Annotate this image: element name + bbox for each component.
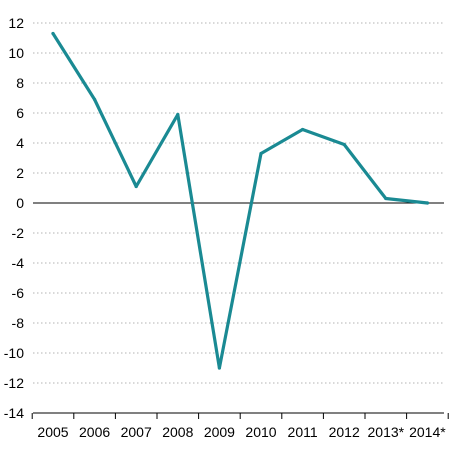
- data-point: [217, 366, 221, 370]
- x-tick-label: 2012: [329, 424, 360, 440]
- data-point: [93, 97, 97, 102]
- x-tick-label: 2007: [121, 424, 152, 440]
- x-tick-label: 2005: [37, 424, 68, 440]
- x-axis-tick-labels: 2005 2006 2007 2008 2009 2010 2011 2012 2013* 201…: [37, 424, 446, 440]
- data-point: [425, 201, 429, 205]
- data-point: [51, 31, 55, 36]
- data-point: [176, 112, 180, 117]
- data-point: [342, 142, 346, 147]
- series-line: [51, 31, 429, 370]
- data-point: [384, 196, 388, 201]
- x-tick-label: 2009: [204, 424, 235, 440]
- x-tick-label: 2014*: [409, 424, 446, 440]
- y-axis-tick-labels: 12 10 8 6 4 2 0 -2 -4 -6 -8 -10 -12 -14: [4, 15, 24, 421]
- y-tick-label: -8: [12, 315, 25, 331]
- series: [51, 31, 429, 370]
- y-tick-label: -14: [4, 405, 24, 421]
- x-tick-label: 2008: [162, 424, 193, 440]
- x-tick-label: 2006: [79, 424, 110, 440]
- y-tick-label: 8: [16, 75, 24, 91]
- y-tick-label: -4: [12, 255, 25, 271]
- y-tick-label: 2: [16, 165, 24, 181]
- axes: [31, 202, 449, 419]
- x-tick-label: 2013*: [368, 424, 405, 440]
- y-tick-label: -6: [12, 285, 25, 301]
- data-point: [134, 184, 138, 189]
- y-tick-label: -12: [4, 375, 24, 391]
- y-tick-label: 6: [16, 105, 24, 121]
- x-tick-label: 2011: [288, 424, 318, 440]
- y-tick-label: -2: [12, 225, 25, 241]
- x-tick-label: 2010: [245, 424, 276, 440]
- y-tick-label: 0: [16, 195, 24, 211]
- y-tick-label: 10: [8, 45, 24, 61]
- data-point: [259, 151, 263, 156]
- data-point: [301, 127, 305, 132]
- y-tick-label: -10: [4, 345, 24, 361]
- y-tick-label: 12: [8, 15, 24, 31]
- y-tick-label: 4: [16, 135, 24, 151]
